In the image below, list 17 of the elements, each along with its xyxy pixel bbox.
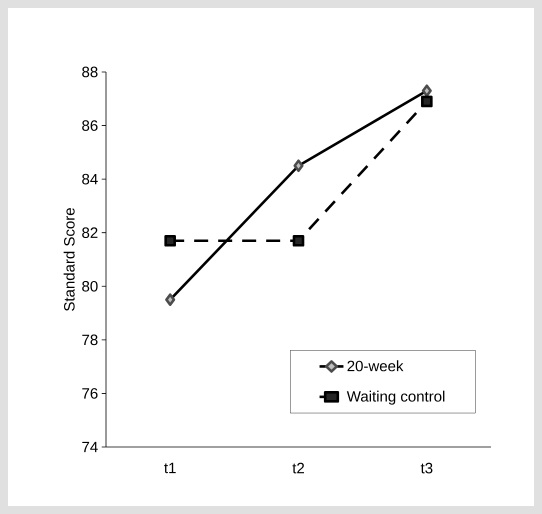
x-tick-label: t3 bbox=[420, 462, 432, 474]
y-tick-label: 88 bbox=[82, 66, 98, 78]
point bbox=[421, 96, 433, 108]
y-tick-label: 74 bbox=[82, 442, 98, 452]
x-tick-label: t2 bbox=[292, 462, 304, 474]
point bbox=[292, 234, 304, 247]
y-tick-label: 82 bbox=[82, 227, 98, 238]
y-axis-title: Standard Score bbox=[64, 208, 75, 311]
legend-label: 20-week bbox=[348, 360, 404, 372]
point bbox=[164, 234, 176, 247]
x-tick-label: t1 bbox=[164, 462, 176, 474]
legend-label: Waiting control bbox=[346, 390, 444, 405]
y-tick-label: 76 bbox=[82, 388, 98, 399]
y-tick-label: 78 bbox=[82, 334, 98, 346]
y-tick-label: 86 bbox=[82, 120, 98, 131]
y-tick-label: 84 bbox=[82, 174, 98, 184]
y-tick-label: 80 bbox=[82, 280, 98, 292]
